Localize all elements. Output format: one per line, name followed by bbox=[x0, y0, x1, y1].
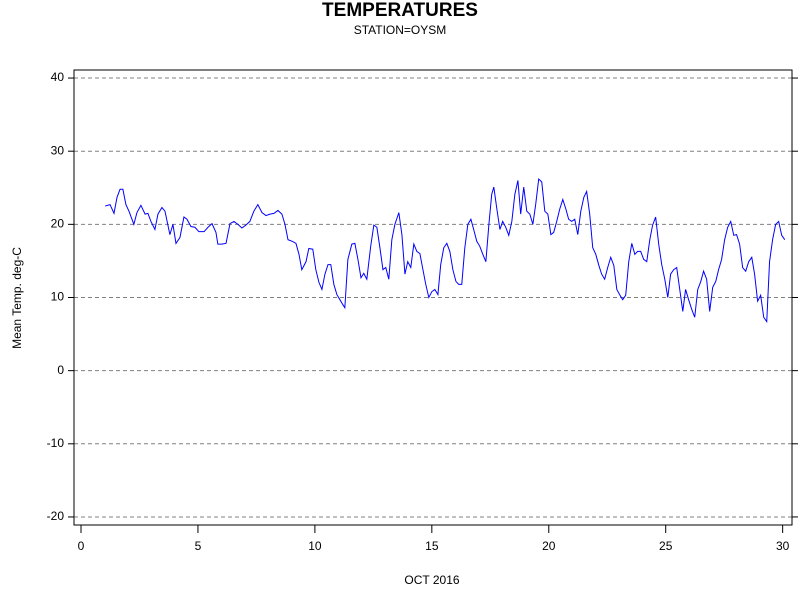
chart-subtitle: STATION=OYSM bbox=[354, 23, 447, 37]
x-tick-label: 20 bbox=[542, 539, 556, 553]
y-axis-label: Mean Temp. deg-C bbox=[10, 247, 24, 349]
x-tick-label: 10 bbox=[308, 539, 322, 553]
y-tick-label: -10 bbox=[47, 436, 65, 450]
y-tick-label: -20 bbox=[47, 509, 65, 523]
x-tick-label: 0 bbox=[78, 539, 85, 553]
x-tick-label: 25 bbox=[659, 539, 673, 553]
x-tick-label: 15 bbox=[425, 539, 439, 553]
y-tick-label: 40 bbox=[51, 70, 65, 84]
data-line bbox=[104, 177, 786, 324]
x-tick-label: 5 bbox=[195, 539, 202, 553]
plot-frame bbox=[73, 69, 793, 526]
y-tick-label: 30 bbox=[51, 143, 65, 157]
y-tick-label: 0 bbox=[57, 363, 64, 377]
y-tick-label: 20 bbox=[51, 217, 65, 231]
chart-title: TEMPERATURES bbox=[322, 0, 478, 21]
y-tick-label: 10 bbox=[51, 290, 65, 304]
x-tick-label: 30 bbox=[776, 539, 790, 553]
x-axis-label: OCT 2016 bbox=[404, 573, 459, 587]
